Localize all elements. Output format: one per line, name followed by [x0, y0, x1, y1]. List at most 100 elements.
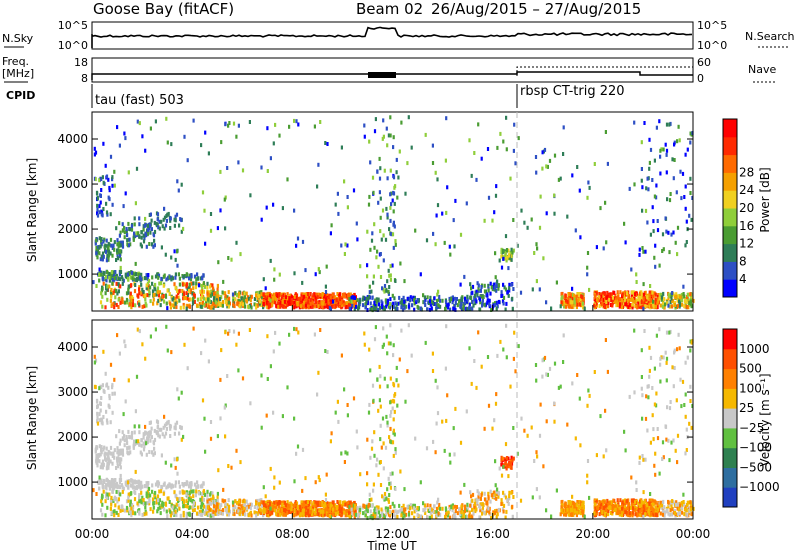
- power-cell: [424, 303, 427, 307]
- power-cell: [423, 295, 426, 300]
- velocity-cell: [488, 510, 491, 515]
- velocity-cell: [124, 482, 127, 486]
- power-cell: [505, 147, 508, 152]
- power-cell: [321, 301, 324, 306]
- velocity-cell: [341, 507, 344, 512]
- velocity-cell: [450, 505, 453, 510]
- power-cell: [389, 277, 392, 282]
- velocity-cell: [100, 445, 103, 449]
- velocity-cell: [129, 499, 132, 504]
- velocity-cell: [198, 509, 201, 514]
- power-cell: [100, 177, 103, 181]
- power-cell: [609, 298, 612, 302]
- power-cell: [403, 305, 406, 310]
- power-cell: [395, 170, 398, 175]
- velocity-cell: [404, 512, 408, 517]
- power-cell: [274, 122, 277, 127]
- velocity-cell: [463, 504, 467, 509]
- power-cell: [683, 195, 686, 199]
- velocity-cell: [100, 385, 103, 389]
- power-cell: [503, 285, 506, 290]
- power-cell: [101, 175, 104, 180]
- power-cell: [386, 298, 390, 303]
- velocity-cell: [162, 425, 165, 430]
- power-cell: [158, 219, 161, 224]
- power-cell: [682, 284, 685, 289]
- power-cell: [400, 305, 403, 310]
- power-cell: [182, 226, 185, 231]
- power-cell: [557, 177, 560, 182]
- power-cell: [304, 292, 307, 297]
- power-cell: [490, 308, 493, 312]
- power-cell: [286, 302, 289, 307]
- power-cell: [192, 293, 196, 298]
- power-cell: [183, 296, 186, 301]
- power-cell: [389, 133, 392, 138]
- velocity-cell: [466, 502, 469, 507]
- power-cell: [416, 298, 419, 302]
- velocity-cell: [224, 502, 227, 507]
- power-cell: [313, 302, 316, 307]
- power-cell: [538, 225, 542, 230]
- velocity-cell: [573, 505, 576, 510]
- power-cell: [119, 257, 122, 262]
- velocity-cell: [563, 512, 566, 517]
- velocity-cell: [454, 515, 457, 520]
- power-cell: [684, 297, 687, 301]
- power-cell: [148, 242, 151, 246]
- power-cell: [227, 304, 230, 309]
- velocity-cell: [322, 513, 325, 518]
- power-cell: [129, 291, 132, 296]
- power-cell: [594, 294, 597, 299]
- power-cell: [371, 231, 374, 236]
- power-cell: [559, 304, 562, 309]
- power-cell: [119, 284, 122, 289]
- power-cell: [602, 291, 605, 296]
- power-ylabel: Slant Range [km]: [25, 158, 39, 262]
- power-cell: [511, 250, 514, 255]
- velocity-cell: [506, 498, 509, 503]
- velocity-cell: [169, 434, 172, 438]
- velocity-cell: [394, 514, 397, 519]
- power-cell: [586, 251, 590, 255]
- power-cell: [186, 287, 189, 291]
- power-cell: [653, 158, 656, 163]
- velocity-cell: [102, 447, 105, 452]
- power-cell: [332, 299, 335, 304]
- velocity-cell: [497, 491, 500, 496]
- velocity-cell: [163, 423, 167, 428]
- power-cell: [157, 225, 160, 230]
- nsky-tick-bottom: 10^0: [58, 39, 88, 52]
- velocity-cell: [265, 508, 269, 513]
- power-cell: [559, 176, 562, 181]
- velocity-cell: [316, 500, 319, 505]
- velocity-cell: [219, 505, 222, 509]
- power-cell: [267, 305, 270, 310]
- velocity-cell: [113, 497, 116, 502]
- velocity-cell: [572, 504, 575, 509]
- velocity-cell: [98, 412, 101, 417]
- power-cell: [667, 296, 670, 301]
- power-cell: [109, 298, 112, 303]
- power-cell: [465, 306, 468, 311]
- power-cell: [217, 260, 220, 265]
- power-cell: [489, 281, 492, 286]
- power-cell: [373, 222, 376, 227]
- power-cell: [98, 236, 101, 241]
- velocity-cell: [403, 513, 406, 518]
- velocity-cell: [490, 493, 493, 498]
- velocity-cell: [107, 461, 110, 466]
- velocity-cell: [215, 508, 218, 513]
- power-cell: [95, 251, 98, 256]
- power-cell: [649, 284, 652, 288]
- power-cell: [209, 293, 212, 298]
- power-cell: [668, 122, 671, 127]
- velocity-cell: [161, 432, 164, 437]
- velocity-cell: [106, 461, 109, 466]
- power-cell: [419, 306, 422, 311]
- power-cell: [564, 304, 567, 309]
- power-cell: [635, 298, 638, 303]
- velocity-cell: [209, 501, 212, 506]
- velocity-cell: [209, 492, 212, 497]
- power-cell: [369, 247, 372, 252]
